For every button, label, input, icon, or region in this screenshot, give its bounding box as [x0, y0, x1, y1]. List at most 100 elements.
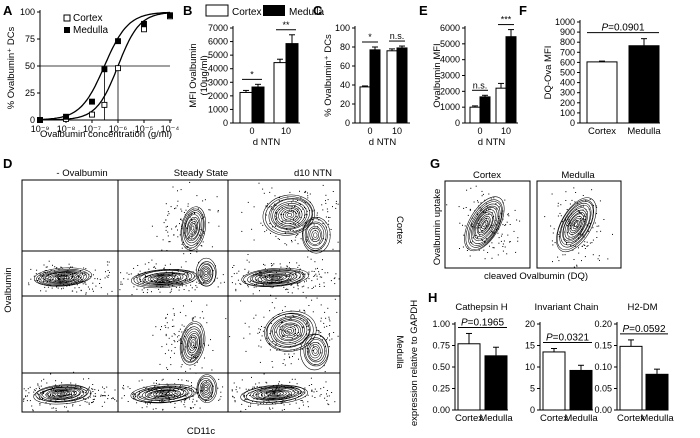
event-dot [302, 208, 304, 210]
event-dot [581, 233, 583, 235]
contour [260, 390, 290, 399]
event-dot [28, 282, 30, 284]
event-dot [90, 276, 92, 278]
event-dot [161, 401, 163, 403]
event-dot [251, 228, 253, 230]
event-dot [307, 329, 309, 331]
event-dot [185, 246, 187, 248]
event-dot [284, 364, 286, 366]
event-dot [160, 329, 161, 331]
event-dot [318, 330, 320, 332]
event-dot [165, 333, 167, 335]
event-dot [482, 211, 484, 213]
event-dot [35, 388, 37, 390]
event-dot [335, 203, 337, 205]
event-dot [240, 300, 242, 302]
event-dot [275, 218, 277, 220]
event-dot [154, 266, 155, 268]
event-dot [283, 386, 285, 388]
event-dot [481, 195, 483, 197]
event-dot [195, 347, 197, 349]
event-dot [195, 285, 197, 287]
panel-a-point-medulla [101, 66, 108, 73]
event-dot [218, 225, 220, 227]
event-dot [177, 200, 179, 202]
event-dot [49, 279, 51, 281]
contour [266, 275, 284, 281]
event-dot [203, 216, 205, 218]
event-dot [72, 404, 74, 406]
event-dot [171, 273, 173, 275]
event-dot [285, 323, 287, 325]
event-dot [560, 204, 562, 206]
event-dot [284, 330, 286, 332]
y-tick-label: 60 [340, 61, 350, 71]
event-dot [295, 272, 297, 274]
event-dot [482, 239, 484, 241]
panel-a-x-tick-label: 10⁻⁴ [161, 124, 180, 134]
y-tick-label: 0.15 [594, 341, 612, 351]
event-dot [323, 326, 325, 328]
contour [564, 209, 587, 240]
event-dot [291, 338, 293, 340]
x-tick-label: Cortex [540, 413, 568, 424]
event-dot [600, 230, 602, 232]
event-dot [271, 282, 273, 284]
event-dot [50, 393, 52, 395]
event-dot [174, 402, 176, 404]
event-dot [79, 277, 81, 279]
event-dot [282, 363, 284, 364]
event-dot [276, 217, 278, 219]
event-dot [270, 329, 272, 331]
event-dot [283, 404, 285, 406]
contour [474, 211, 494, 237]
panel-d-row-medulla: Medulla [394, 335, 405, 369]
event-dot [156, 235, 158, 237]
contour [300, 333, 329, 371]
contour [161, 276, 168, 280]
event-dot [472, 237, 474, 239]
event-dot [152, 390, 154, 391]
event-dot [172, 279, 174, 281]
contour [304, 221, 327, 250]
event-dot [584, 245, 586, 246]
event-dot [181, 351, 183, 353]
event-dot [152, 334, 154, 336]
contour [191, 341, 195, 347]
event-dot [335, 200, 337, 202]
event-dot [317, 226, 319, 228]
event-dot [592, 254, 594, 256]
event-dot [205, 381, 207, 383]
event-dot [288, 330, 290, 332]
event-dot [259, 275, 261, 277]
event-dot [179, 286, 181, 288]
event-dot [332, 191, 334, 192]
event-dot [320, 394, 322, 395]
event-dot [79, 397, 81, 399]
event-dot [337, 335, 339, 337]
event-dot [275, 205, 277, 206]
bar-medulla [369, 49, 381, 124]
contour [266, 391, 284, 397]
event-dot [181, 379, 183, 381]
event-dot [91, 388, 93, 390]
event-dot [267, 337, 269, 339]
event-dot [150, 389, 152, 391]
event-dot [320, 320, 322, 322]
contour [243, 269, 306, 287]
event-dot [480, 210, 482, 211]
event-dot [271, 277, 273, 279]
event-dot [72, 405, 74, 407]
event-dot [58, 274, 60, 275]
event-dot [83, 398, 85, 400]
event-dot [558, 260, 560, 262]
contour [270, 315, 310, 347]
event-dot [328, 333, 330, 335]
event-dot [186, 273, 188, 275]
x-tick-label: Cortex [617, 413, 645, 424]
event-dot [107, 394, 109, 396]
event-dot [266, 229, 268, 231]
event-dot [293, 349, 295, 351]
event-dot [299, 190, 300, 192]
